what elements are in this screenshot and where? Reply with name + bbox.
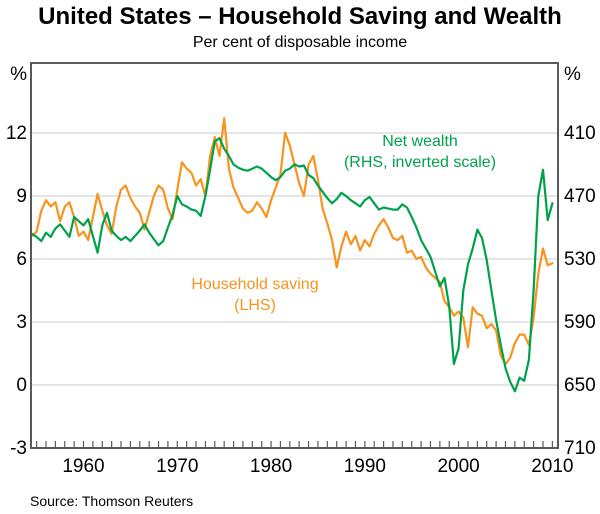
x-axis-tick-label: 2000: [437, 456, 479, 477]
source-note: Source: Thomson Reuters: [30, 493, 194, 509]
x-axis-tick-label: 1960: [62, 456, 104, 477]
household-saving-label-line1: Household saving: [191, 276, 319, 293]
right-axis-unit-label: %: [564, 64, 581, 85]
left-axis-tick-label: 0: [16, 375, 27, 396]
chart-subtitle: Per cent of disposable income: [192, 34, 408, 51]
household-saving-label: Household saving (LHS): [165, 274, 345, 316]
net-wealth-label: Net wealth (RHS, inverted scale): [330, 131, 510, 173]
right-axis-tick-label: 410: [564, 123, 596, 144]
x-axis-tick-label: 2010: [531, 456, 573, 477]
net-wealth-label-line1: Net wealth: [382, 133, 458, 150]
right-axis-tick-label: 590: [564, 312, 596, 333]
left-axis-tick-label: 12: [6, 123, 27, 144]
left-axis-unit-label: %: [10, 64, 27, 85]
wealth-line: [30, 137, 554, 393]
x-axis-tick-label: 1990: [344, 456, 386, 477]
left-axis-tick-label: 6: [16, 249, 27, 270]
plot-frame: [30, 62, 559, 449]
saving-line: [30, 117, 554, 366]
chart-title: United States – Household Saving and Wea…: [38, 3, 562, 30]
x-axis-tick-label: 1970: [156, 456, 198, 477]
left-axis-tick-label: -3: [10, 438, 27, 459]
left-axis-tick-label: 9: [16, 186, 27, 207]
x-axis-tick-label: 1980: [250, 456, 292, 477]
right-axis-tick-label: 650: [564, 375, 596, 396]
right-axis-tick-label: 470: [564, 186, 596, 207]
right-axis-tick-label: 530: [564, 249, 596, 270]
right-axis-tick-label: 710: [564, 438, 596, 459]
left-axis-tick-label: 3: [16, 312, 27, 333]
net-wealth-label-line2: (RHS, inverted scale): [343, 154, 497, 171]
household-saving-label-line2: (LHS): [234, 297, 276, 314]
